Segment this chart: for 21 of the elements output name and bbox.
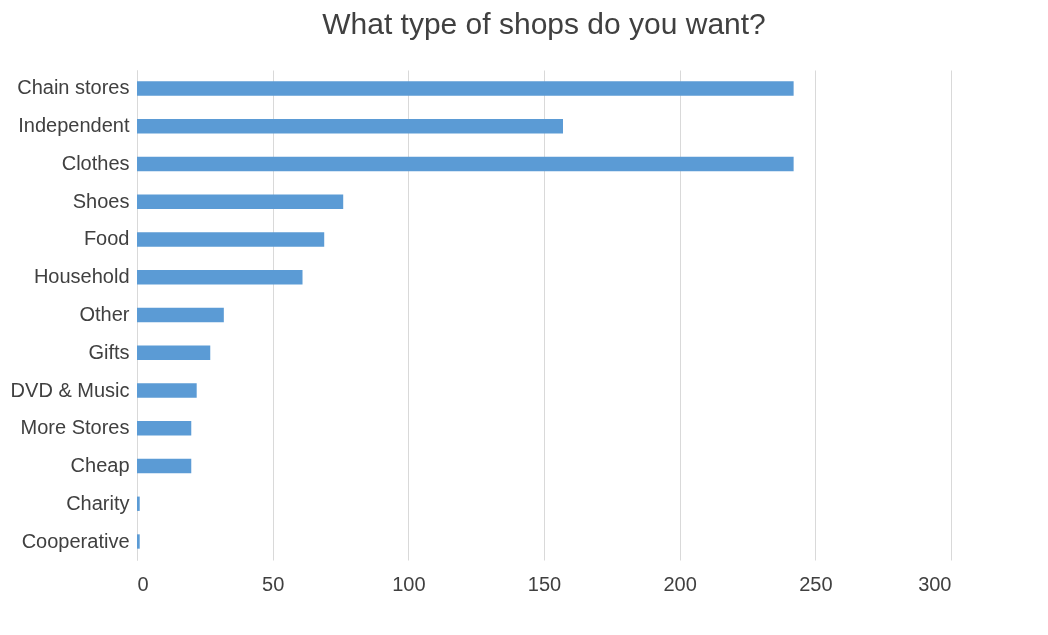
x-tick-label: 200 xyxy=(663,572,697,595)
x-tick-label: 0 xyxy=(137,572,149,595)
y-tick-label: Shoes xyxy=(72,189,130,212)
y-tick-label: Food xyxy=(83,227,130,250)
y-tick-label: DVD & Music xyxy=(10,378,130,401)
x-tick-label: 50 xyxy=(262,572,285,595)
y-tick-label: Household xyxy=(33,265,130,288)
x-tick-label: 250 xyxy=(799,572,833,595)
x-tick-label: 150 xyxy=(527,572,562,595)
y-tick-label: Charity xyxy=(66,491,130,514)
y-tick-label: More Stores xyxy=(20,416,130,439)
y-tick-label: Independent xyxy=(18,114,130,137)
x-tick-label: 300 xyxy=(918,572,952,595)
x-tick-label: 100 xyxy=(392,572,426,595)
y-tick-label: Clothes xyxy=(61,152,130,174)
y-tick-label: Chain stores xyxy=(17,76,130,99)
chart-title: What type of shops do you want? xyxy=(322,7,766,40)
y-tick-label: Cheap xyxy=(70,454,130,476)
y-tick-label: Gifts xyxy=(88,340,130,363)
y-tick-label: Other xyxy=(79,303,130,325)
y-tick-label: Cooperative xyxy=(21,529,130,552)
